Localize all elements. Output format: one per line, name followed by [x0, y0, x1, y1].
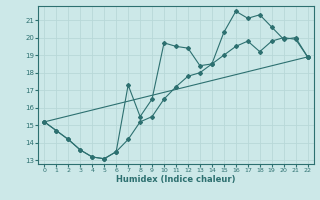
X-axis label: Humidex (Indice chaleur): Humidex (Indice chaleur) [116, 175, 236, 184]
